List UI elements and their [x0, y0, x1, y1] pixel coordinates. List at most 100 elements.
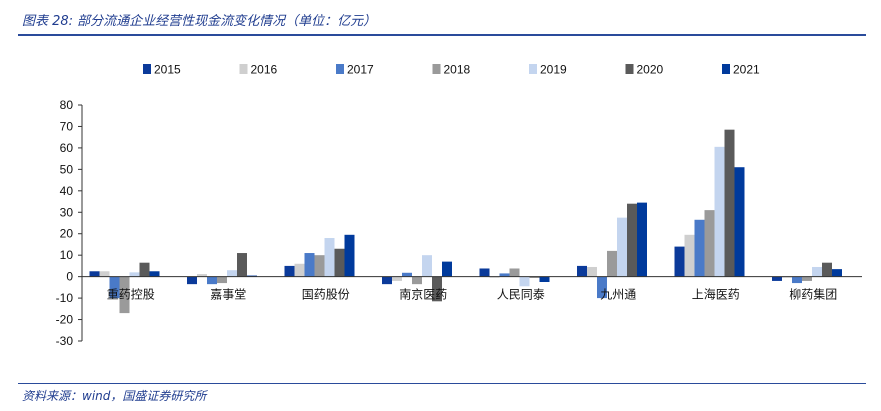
- bar-2018-5: [607, 250, 617, 277]
- y-tick-label: 20: [60, 227, 74, 241]
- bar-2021-2: [344, 234, 355, 277]
- bars: [89, 129, 842, 314]
- bar-2021-5: [637, 202, 647, 277]
- bar-2017-7: [792, 276, 802, 284]
- legend-swatch-2021: [722, 64, 730, 74]
- bar-2018-6: [704, 210, 715, 277]
- legend-swatch-2019: [529, 64, 537, 74]
- bar-2015-6: [674, 246, 685, 277]
- bar-2019-5: [617, 217, 627, 277]
- bar-2018-7: [802, 276, 812, 281]
- bar-2018-0: [119, 276, 130, 314]
- legend: 2015 2016 2017 2018 2019 2020 2021: [143, 63, 760, 77]
- bar-2017-1: [207, 276, 217, 285]
- bar-2021-4: [539, 276, 550, 282]
- bar-2019-0: [129, 272, 140, 277]
- chart-title: 图表 28: 部分流通企业经营性现金流变化情况（单位：亿元）: [22, 14, 377, 29]
- bar-2017-4: [499, 273, 510, 277]
- bar-2020-3: [432, 276, 442, 302]
- bar-2015-5: [577, 265, 587, 277]
- bar-2015-7: [772, 276, 782, 281]
- category-label: 九州通: [600, 288, 636, 302]
- bar-2020-6: [724, 129, 735, 277]
- bar-2020-1: [237, 253, 247, 277]
- bar-2016-7: [782, 276, 792, 278]
- legend-label-2021: 2021: [733, 63, 760, 77]
- category-label: 人民同泰: [497, 288, 545, 302]
- title-bar: 图表 28: 部分流通企业经营性现金流变化情况（单位：亿元）: [22, 6, 867, 32]
- category-label: 南京医药: [399, 287, 447, 302]
- legend-swatch-2017: [336, 64, 344, 74]
- bar-2019-2: [324, 238, 335, 277]
- bar-2019-6: [714, 146, 725, 277]
- top-divider: [18, 34, 866, 36]
- bar-2015-3: [382, 276, 392, 285]
- bar-2020-5: [627, 203, 637, 277]
- legend-label-2020: 2020: [637, 63, 664, 77]
- y-tick-label: 30: [60, 205, 74, 219]
- bar-chart: 2015 2016 2017 2018 2019 2020 2021 80 70 60 50 40 3…: [56, 63, 862, 348]
- bar-2019-1: [227, 270, 237, 277]
- y-tick-label: -30: [56, 334, 74, 348]
- category-label: 重药控股: [107, 288, 155, 302]
- legend-label-2019: 2019: [540, 63, 567, 77]
- y-axis: 80 70 60 50 40 30 20 10 0 -10 -20 -30: [56, 98, 83, 348]
- bar-2021-6: [734, 167, 745, 277]
- legend-swatch-2016: [239, 64, 248, 74]
- bar-2020-7: [822, 262, 832, 277]
- bar-2016-5: [587, 266, 597, 277]
- legend-swatch-2015: [143, 64, 151, 74]
- bar-2017-6: [694, 219, 705, 277]
- y-tick-label: 70: [60, 119, 74, 133]
- bar-2020-0: [139, 262, 150, 277]
- bar-2018-4: [509, 268, 520, 277]
- legend-label-2017: 2017: [347, 63, 374, 77]
- bar-2018-3: [412, 276, 422, 285]
- bar-2016-1: [197, 274, 207, 277]
- y-tick-label: 10: [60, 248, 74, 262]
- x-axis: 重药控股 嘉事堂 国药股份 南京医药 人民同泰 九州通 上海医药 柳药集团: [82, 276, 862, 302]
- bar-2019-3: [422, 255, 432, 277]
- legend-swatch-2018: [432, 64, 441, 74]
- bar-2016-0: [99, 271, 110, 277]
- bar-2021-7: [832, 269, 842, 277]
- y-tick-label: -20: [56, 313, 74, 327]
- bar-2015-2: [284, 265, 295, 277]
- bar-2017-5: [597, 276, 607, 299]
- category-label: 柳药集团: [789, 287, 837, 302]
- bar-2021-0: [149, 271, 160, 277]
- bar-2017-2: [304, 253, 315, 277]
- bar-2021-3: [442, 261, 452, 277]
- bar-2016-4: [489, 276, 500, 278]
- bar-2018-1: [217, 276, 227, 284]
- source-note: 资料来源：wind，国盛证券研究所: [22, 389, 207, 403]
- bar-2020-4: [529, 276, 540, 278]
- category-label: 国药股份: [302, 288, 350, 302]
- bar-2020-2: [334, 248, 345, 277]
- y-tick-label: 0: [66, 270, 73, 284]
- bar-2016-2: [294, 263, 305, 277]
- legend-label-2018: 2018: [444, 63, 471, 77]
- bottom-divider: [18, 383, 866, 384]
- category-label: 嘉事堂: [210, 288, 246, 302]
- bar-2015-0: [89, 271, 100, 277]
- legend-label-2016: 2016: [251, 63, 278, 77]
- bar-2018-2: [314, 255, 325, 277]
- y-tick-label: -10: [56, 291, 74, 305]
- bar-2019-7: [812, 266, 822, 277]
- y-tick-label: 50: [60, 162, 74, 176]
- y-tick-label: 40: [60, 184, 74, 198]
- bar-2019-4: [519, 276, 530, 287]
- bar-2015-1: [187, 276, 197, 285]
- legend-swatch-2020: [625, 64, 634, 74]
- bar-2016-3: [392, 276, 402, 281]
- bar-2017-3: [402, 272, 412, 277]
- y-tick-label: 80: [60, 98, 74, 112]
- legend-label-2015: 2015: [154, 63, 181, 77]
- bar-2017-0: [109, 276, 120, 299]
- bar-2021-1: [247, 275, 257, 277]
- bar-2015-4: [479, 268, 490, 277]
- category-label: 上海医药: [692, 287, 740, 302]
- y-tick-label: 60: [60, 141, 74, 155]
- bar-2016-6: [684, 234, 695, 277]
